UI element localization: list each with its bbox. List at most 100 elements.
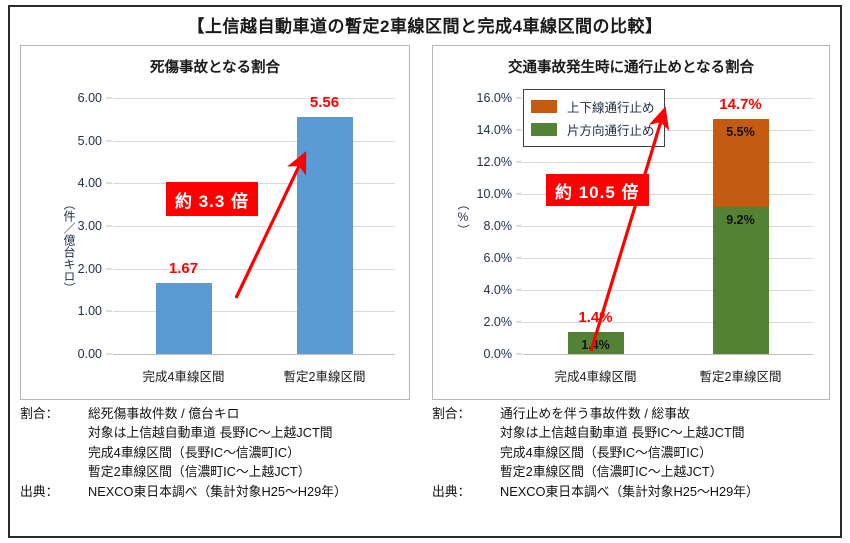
bar-1[interactable]: 9.2% 5.5% [712, 118, 769, 354]
left-chart-title: 死傷事故となる割合 [149, 60, 281, 76]
left-y-axis-label: （件／億台キロ） [62, 198, 76, 294]
y-tick-label-5: 5.00 [77, 133, 102, 148]
y-tick-mark-6 [516, 161, 522, 163]
y-tick-label-3: 3.00 [77, 219, 102, 233]
bar-0[interactable] [155, 282, 212, 354]
y-tick-label-4: 8.0% [483, 219, 513, 233]
gridline-1 [113, 311, 395, 313]
gridline-2 [523, 290, 813, 291]
y-tick-mark-4 [516, 225, 522, 227]
right-notes-block: 割合： 通行止めを伴う事故件数 / 総事故 対象は上信越自動車道 長野IC〜上越… [432, 404, 837, 501]
right-chart-panel: 交通事故発生時に通行止めとなる割合 （%） 1.4% 9.2% 5.5% 0.0% 2… [432, 45, 830, 400]
bar-segment-1-0[interactable]: 9.2% [712, 206, 769, 354]
y-tick-mark-4 [106, 182, 112, 184]
left-note-key-ratio: 割合： [20, 406, 59, 421]
gridline-6 [523, 162, 813, 163]
y-tick-mark-0 [516, 353, 522, 355]
y-tick-label-1: 2.0% [483, 315, 513, 329]
y-tick-mark-1 [516, 321, 522, 323]
y-tick-mark-1 [106, 310, 112, 312]
x-category-label-1: 暫定2車線区間 [283, 370, 366, 384]
gridline-8 [523, 98, 813, 99]
bar-segment-label-1-0: 9.2% [726, 212, 755, 227]
right-plot-area: 1.4% 9.2% 5.5% [523, 98, 813, 355]
gridline-0 [523, 354, 813, 355]
bar-segment-label-0-0: 1.4% [581, 337, 610, 352]
bar-value-label-1: 5.56 [309, 93, 340, 111]
bar-segment-1-1[interactable]: 5.5% [712, 118, 769, 207]
bar-segment-label-1-1: 5.5% [726, 124, 755, 139]
y-tick-mark-8 [516, 97, 522, 99]
gridline-1 [523, 322, 813, 323]
right-note-key-ratio: 割合： [432, 406, 471, 421]
gridline-5 [113, 140, 395, 142]
y-tick-label-8: 16.0% [476, 91, 512, 105]
right-callout-badge: 約 10.5 倍 [546, 174, 649, 206]
y-tick-label-2: 2.00 [77, 261, 102, 276]
legend-label-1: 片方向通行止め [567, 124, 655, 138]
y-tick-label-5: 10.0% [476, 187, 512, 201]
y-tick-mark-6 [106, 97, 112, 99]
y-tick-label-0: 0.00 [77, 347, 102, 361]
y-tick-label-6: 6.00 [77, 91, 102, 105]
right-note-section-4lane: 完成4車線区間（長野IC〜信濃町IC） [500, 444, 712, 460]
left-growth-arrow [234, 151, 307, 299]
bar-value-label-0: 1.67 [168, 259, 199, 277]
y-tick-mark-7 [516, 129, 522, 131]
y-tick-label-6: 12.0% [476, 155, 512, 169]
left-note-row-ratio: 割合： 総死傷事故件数 / 億台キロ [20, 404, 420, 423]
y-tick-label-1: 1.00 [77, 304, 102, 319]
right-note-row-source: 出典： NEXCO東日本調べ（集計対象H25〜H29年） [432, 482, 837, 501]
left-note-row-source: 出典： NEXCO東日本調べ（集計対象H25〜H29年） [20, 482, 420, 501]
gridline-2 [113, 268, 395, 270]
left-note-source-text: NEXCO東日本調べ（集計対象H25〜H29年） [88, 483, 347, 499]
bar-segment-0-0[interactable]: 1.4% [567, 331, 624, 354]
x-category-label-0: 完成4車線区間 [142, 370, 225, 384]
right-chart-title: 交通事故発生時に通行止めとなる割合 [507, 60, 755, 76]
left-note-key-source: 出典： [20, 483, 59, 499]
y-tick-mark-2 [516, 289, 522, 291]
y-tick-mark-3 [516, 257, 522, 259]
right-chart-legend: 上下線通行止め 片方向通行止め [523, 89, 665, 147]
gridline-4 [523, 226, 813, 227]
gridline-3 [523, 258, 813, 259]
gridline-3 [113, 226, 395, 227]
x-category-label-1: 暫定2車線区間 [699, 370, 782, 384]
y-tick-label-0: 0.0% [483, 347, 513, 361]
right-growth-arrow [589, 106, 670, 352]
gridline-5 [523, 194, 813, 195]
legend-swatch-icon-1 [531, 123, 557, 136]
y-tick-mark-3 [106, 225, 112, 227]
right-note-row-ratio: 割合： 通行止めを伴う事故件数 / 総事故 [432, 404, 837, 423]
gridline-6 [113, 98, 395, 99]
y-tick-mark-5 [106, 140, 112, 142]
y-tick-mark-5 [516, 193, 522, 195]
y-tick-label-4: 4.00 [77, 176, 102, 191]
y-tick-mark-0 [106, 353, 112, 355]
right-note-ratio-definition: 通行止めを伴う事故件数 / 総事故 [500, 406, 690, 421]
x-category-label-0: 完成4車線区間 [554, 370, 637, 384]
legend-item-1[interactable]: 片方向通行止め [531, 118, 655, 141]
left-chart-panel: 死傷事故となる割合 （件／億台キロ） 0.00 1.00 2.00 3.00 4.00 5… [20, 45, 410, 400]
left-note-section-2lane: 暫定2車線区間（信濃町IC〜上越JCT） [88, 464, 311, 480]
left-notes-block: 割合： 総死傷事故件数 / 億台キロ 対象は上信越自動車道 長野IC〜上越JCT… [20, 404, 420, 501]
y-tick-label-3: 6.0% [483, 251, 513, 265]
left-callout-badge: 約 3.3 倍 [166, 182, 259, 216]
y-tick-mark-2 [106, 268, 112, 270]
y-tick-label-2: 4.0% [483, 283, 513, 297]
y-tick-label-7: 14.0% [476, 123, 512, 137]
right-note-source-text: NEXCO東日本調べ（集計対象H25〜H29年） [500, 483, 759, 499]
bar-value-label-1: 14.7% [719, 95, 762, 113]
page-title: 【上信越自動車道の暫定2車線区間と完成4車線区間の比較】 [187, 17, 663, 36]
legend-label-0: 上下線通行止め [567, 101, 655, 115]
bar-0[interactable]: 1.4% [567, 331, 624, 354]
left-note-scope: 対象は上信越自動車道 長野IC〜上越JCT間 [88, 425, 333, 441]
left-note-ratio-definition: 総死傷事故件数 / 億台キロ [88, 406, 240, 421]
gridline-0 [113, 354, 395, 355]
left-note-section-4lane: 完成4車線区間（長野IC〜信濃町IC） [88, 444, 300, 460]
legend-swatch-icon-0 [531, 100, 557, 113]
legend-item-0[interactable]: 上下線通行止め [531, 95, 655, 118]
right-note-section-2lane: 暫定2車線区間（信濃町IC〜上越JCT） [500, 464, 723, 480]
right-note-scope: 対象は上信越自動車道 長野IC〜上越JCT間 [500, 425, 745, 441]
